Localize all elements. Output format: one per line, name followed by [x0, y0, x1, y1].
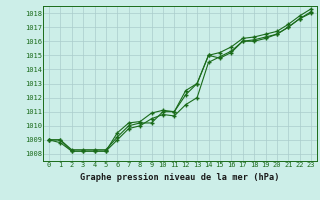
X-axis label: Graphe pression niveau de la mer (hPa): Graphe pression niveau de la mer (hPa) [80, 173, 280, 182]
